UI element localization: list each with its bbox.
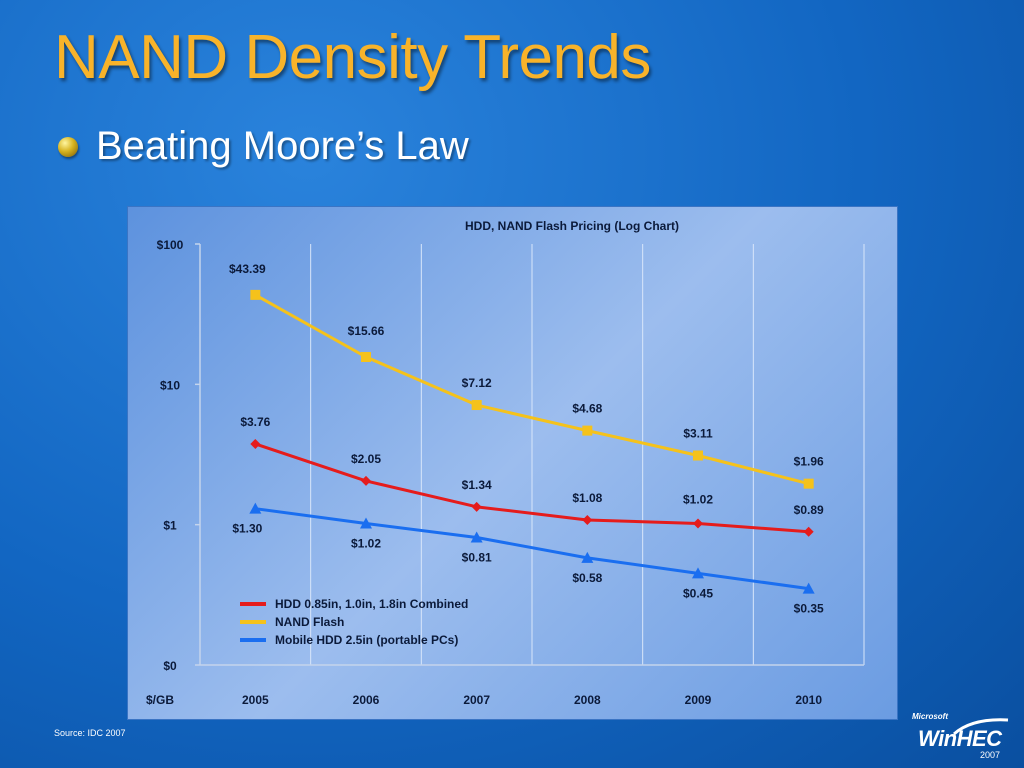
legend-label: NAND Flash	[275, 615, 344, 629]
data-point-hdd	[693, 518, 703, 529]
data-point-hdd	[361, 475, 371, 486]
logo-swoosh-icon	[953, 718, 1009, 736]
data-point-mobile	[249, 502, 262, 514]
data-label: $43.39	[229, 262, 266, 276]
series-line-2	[255, 507, 809, 591]
data-label: $3.11	[683, 427, 713, 441]
data-point-nand	[582, 425, 593, 436]
data-point-hdd	[582, 514, 593, 525]
data-point-mobile	[581, 551, 594, 563]
series-line-0	[254, 442, 809, 534]
data-label: $0.89	[794, 503, 824, 517]
x-tick-label: 2010	[795, 693, 822, 707]
legend-label: HDD 0.85in, 1.0in, 1.8in Combined	[275, 597, 468, 611]
data-point-mobile	[360, 517, 372, 529]
data-label: $4.68	[572, 402, 602, 416]
bullet-text: Beating Moore’s Law	[96, 124, 469, 168]
data-label: $15.66	[348, 324, 385, 338]
data-label: $1.02	[683, 492, 713, 506]
y-tick-label: $0	[163, 659, 177, 673]
x-axis-label: $/GB	[146, 693, 174, 707]
data-label: $0.58	[572, 571, 602, 585]
y-tick-label: $1	[163, 519, 177, 533]
data-point-mobile	[802, 582, 815, 594]
data-point-nand	[803, 478, 814, 489]
x-tick-label: 2007	[463, 693, 490, 707]
x-tick-label: 2006	[353, 693, 380, 707]
logo-brand-main: WinHEC	[918, 726, 1002, 751]
data-point-hdd	[250, 438, 261, 449]
data-label: $0.45	[683, 586, 713, 600]
series-line-1	[254, 293, 810, 486]
data-point-nand	[471, 400, 482, 411]
y-tick-label: $100	[157, 238, 184, 252]
data-label: $0.81	[462, 551, 492, 565]
source-note: Source: IDC 2007	[54, 728, 126, 738]
data-label: $1.34	[462, 478, 492, 492]
data-label: $1.30	[232, 522, 262, 536]
slide-title: NAND Density Trends	[54, 23, 651, 92]
chart-panel: HDD, NAND Flash Pricing (Log Chart) $0 $1 $…	[127, 206, 898, 720]
data-point-nand	[250, 289, 261, 300]
winhec-logo: Microsoft WinHEC 2007	[912, 712, 1012, 762]
legend-label: Mobile HDD 2.5in (portable PCs)	[275, 633, 458, 647]
data-point-hdd	[803, 526, 814, 537]
data-label: $1.08	[572, 491, 602, 505]
data-label: $2.05	[351, 452, 381, 466]
data-label: $7.12	[462, 376, 492, 390]
pricing-chart: HDD, NAND Flash Pricing (Log Chart) $0 $1 $…	[146, 219, 865, 707]
x-tick-label: 2009	[685, 693, 712, 707]
x-tick-label: 2005	[242, 693, 269, 707]
data-label: $3.76	[240, 415, 270, 429]
data-point-mobile	[692, 567, 704, 579]
data-point-nand	[361, 351, 371, 362]
chart-title: HDD, NAND Flash Pricing (Log Chart)	[465, 219, 679, 233]
bullet-row: Beating Moore’s Law	[58, 124, 469, 169]
data-label: $1.96	[794, 455, 824, 469]
bullet-orb-icon	[58, 136, 78, 157]
data-label: $0.35	[794, 602, 824, 616]
data-point-hdd	[471, 501, 482, 512]
data-point-nand	[693, 450, 703, 461]
logo-brand-small: Microsoft	[912, 712, 948, 721]
data-point-mobile	[470, 531, 483, 543]
x-tick-label: 2008	[574, 693, 601, 707]
data-label: $1.02	[351, 536, 381, 550]
y-tick-label: $10	[160, 378, 180, 392]
logo-year: 2007	[980, 750, 1001, 760]
